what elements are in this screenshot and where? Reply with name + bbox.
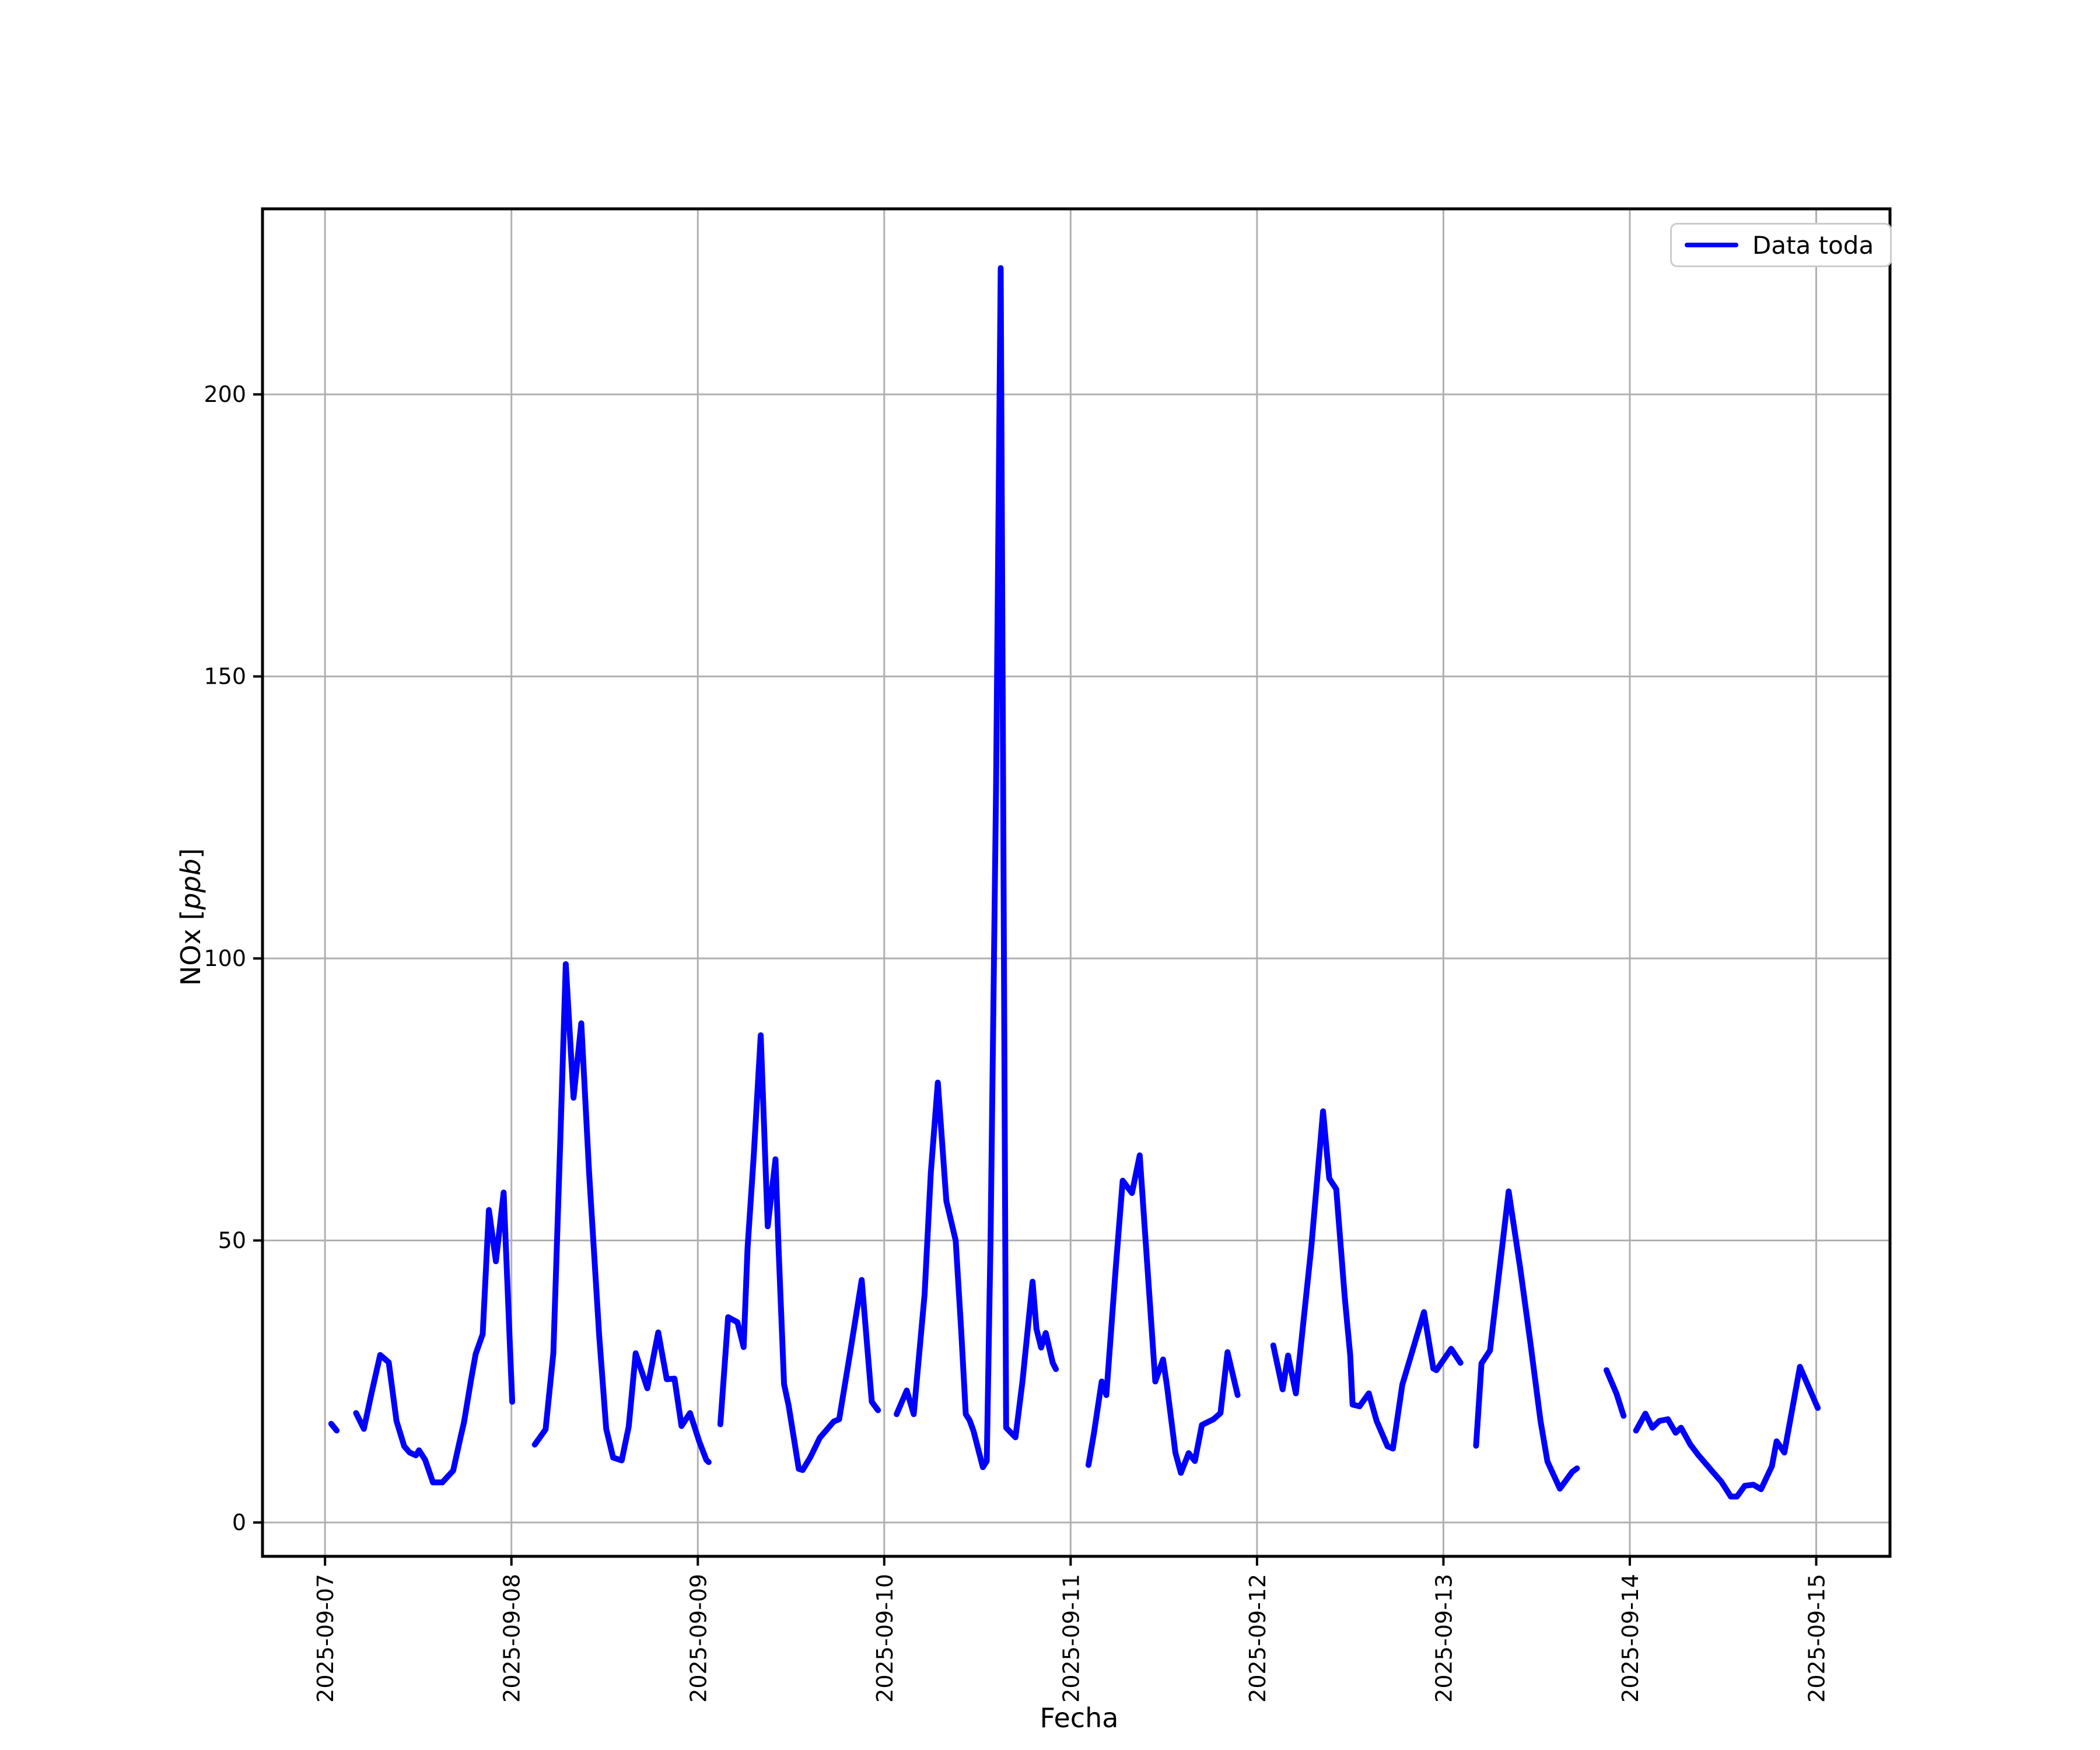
- data-line-segment: [328, 1420, 340, 1434]
- x-tick-label: 2025-09-11: [1058, 1574, 1084, 1703]
- y-label-text: NOx [: [175, 909, 206, 986]
- y-tick-label: 150: [204, 664, 246, 690]
- data-line-segment: [1633, 1364, 1821, 1500]
- data-line-segment: [1086, 1152, 1241, 1476]
- y-tick-label: 50: [218, 1228, 246, 1254]
- data-line-segment: [717, 1032, 881, 1474]
- data-line-segment: [1604, 1367, 1627, 1419]
- plot-frame: [261, 207, 1892, 1558]
- legend-label: Data toda: [1752, 230, 1874, 260]
- x-tick-label: 2025-09-13: [1431, 1574, 1457, 1703]
- legend[interactable]: Data toda: [1670, 223, 1892, 267]
- y-label-text: ]: [175, 848, 206, 859]
- y-tick-label: 0: [232, 1510, 246, 1535]
- data-line-segment: [894, 265, 1059, 1471]
- y-axis-label: NOx [ppb]: [175, 848, 206, 986]
- x-tick-label: 2025-09-07: [313, 1574, 338, 1703]
- x-tick-label: 2025-09-08: [499, 1574, 525, 1703]
- x-tick-label: 2025-09-15: [1804, 1574, 1830, 1703]
- data-line-segment: [353, 1189, 516, 1486]
- y-tick-label: 200: [204, 382, 246, 407]
- x-axis-label: Fecha: [1040, 1702, 1119, 1734]
- x-tick-label: 2025-09-09: [685, 1574, 711, 1703]
- data-line-segment: [531, 961, 712, 1465]
- x-tick-label: 2025-09-12: [1245, 1574, 1270, 1703]
- data-line-segment: [1270, 1108, 1464, 1452]
- x-tick-label: 2025-09-10: [872, 1574, 898, 1703]
- y-tick-label: 100: [204, 946, 246, 971]
- legend-line-sample: [1685, 243, 1738, 247]
- y-label-unit: ppb: [175, 858, 206, 910]
- x-tick-label: 2025-09-14: [1618, 1574, 1643, 1703]
- data-line-segment: [1473, 1188, 1580, 1492]
